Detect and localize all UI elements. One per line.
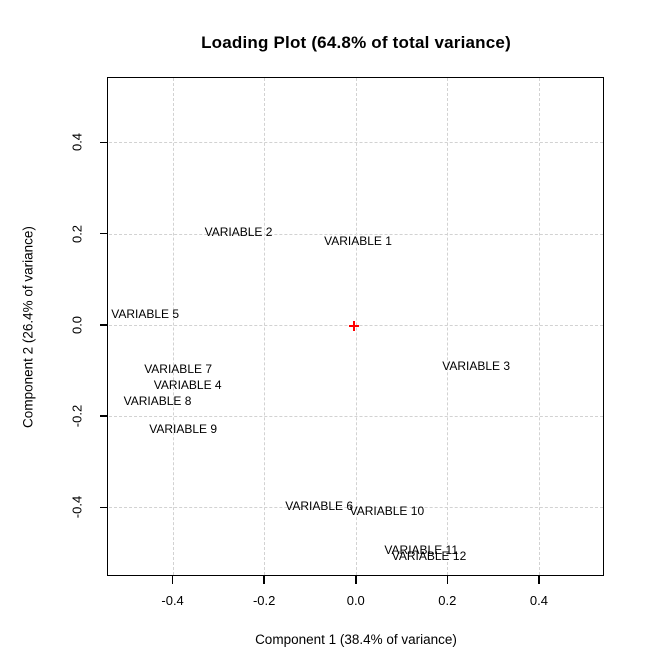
- x-tick-label: 0.2: [438, 592, 457, 608]
- x-axis-tick: [171, 575, 174, 584]
- x-axis-tick: [446, 575, 449, 584]
- y-axis-tick: [99, 324, 108, 326]
- x-axis-tick: [538, 575, 540, 584]
- v-gridline: [447, 78, 449, 575]
- v-gridline: [538, 78, 540, 575]
- y-axis-tick: [99, 415, 108, 417]
- variable-label: VARIABLE 8: [123, 394, 192, 409]
- y-tick-label: 0.2: [69, 224, 84, 243]
- y-axis-tick: [99, 141, 108, 144]
- x-axis-tick: [355, 575, 357, 584]
- variable-label: VARIABLE 3: [442, 359, 511, 374]
- variable-label: VARIABLE 6: [285, 499, 354, 514]
- x-axis-tick: [263, 575, 265, 584]
- y-tick-label: 0.0: [69, 315, 84, 334]
- y-tick-label: -0.4: [69, 496, 84, 519]
- variable-label: VARIABLE 1: [324, 234, 392, 249]
- y-tick-label: 0.4: [69, 133, 84, 152]
- x-tick-label: 0.0: [346, 592, 365, 608]
- h-gridline: [108, 142, 603, 144]
- x-tick-label: 0.4: [529, 592, 548, 608]
- variable-label: VARIABLE 12: [391, 548, 467, 563]
- variable-label: VARIABLE 7: [144, 362, 212, 377]
- x-tick-label: -0.4: [161, 592, 184, 608]
- variable-label: VARIABLE 4: [153, 378, 222, 393]
- y-axis-tick: [99, 506, 108, 509]
- origin-plus-icon: [348, 321, 359, 332]
- y-tick-label: -0.2: [69, 404, 84, 428]
- x-tick-label: -0.2: [252, 592, 276, 608]
- plot-area: [107, 76, 604, 576]
- variable-label: VARIABLE 11: [384, 543, 459, 558]
- x-axis-title: Component 1 (38.4% of variance): [255, 632, 457, 647]
- variable-label: VARIABLE 9: [149, 421, 218, 436]
- y-axis-tick: [99, 232, 108, 235]
- variable-label: VARIABLE 10: [349, 504, 425, 519]
- h-gridline: [108, 507, 603, 509]
- origin-plus-vbar: [352, 321, 355, 332]
- h-gridline: [108, 324, 603, 326]
- v-gridline: [172, 78, 174, 575]
- v-gridline: [264, 78, 266, 575]
- h-gridline: [108, 416, 603, 418]
- variable-label: VARIABLE 2: [204, 224, 273, 239]
- y-axis-title: Component 2 (26.4% of variance): [20, 226, 36, 428]
- chart-title: Loading Plot (64.8% of total variance): [201, 33, 511, 52]
- h-gridline: [108, 233, 603, 235]
- variable-label: VARIABLE 5: [111, 307, 180, 322]
